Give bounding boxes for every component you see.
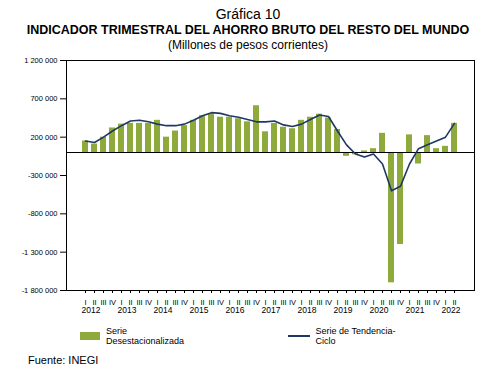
svg-text:I: I bbox=[228, 297, 231, 307]
svg-text:2017: 2017 bbox=[262, 305, 281, 315]
svg-text:III: III bbox=[316, 298, 322, 307]
svg-text:-1 300 000: -1 300 000 bbox=[22, 248, 58, 257]
svg-text:I: I bbox=[264, 297, 267, 307]
svg-text:IV: IV bbox=[181, 298, 188, 307]
svg-text:I: I bbox=[372, 297, 375, 307]
svg-text:II: II bbox=[380, 297, 385, 307]
svg-text:I: I bbox=[84, 297, 87, 307]
svg-text:II: II bbox=[308, 297, 313, 307]
svg-text:II: II bbox=[416, 297, 421, 307]
svg-text:2022: 2022 bbox=[442, 305, 461, 315]
svg-text:2021: 2021 bbox=[406, 305, 425, 315]
svg-text:IV: IV bbox=[325, 298, 332, 307]
svg-text:II: II bbox=[344, 297, 349, 307]
svg-text:IV: IV bbox=[397, 298, 404, 307]
svg-text:IV: IV bbox=[253, 298, 260, 307]
svg-text:2014: 2014 bbox=[154, 305, 173, 315]
svg-text:I: I bbox=[444, 297, 447, 307]
svg-text:III: III bbox=[208, 298, 214, 307]
html-text:INDICADOR TRIMESTRAL DEL AHORR: INDICADOR TRIMESTRAL DEL AHORRO BRUTO DE… bbox=[26, 23, 470, 37]
svg-text:2020: 2020 bbox=[370, 305, 389, 315]
svg-text:-300 000: -300 000 bbox=[28, 171, 58, 180]
svg-text:III: III bbox=[388, 298, 394, 307]
svg-text:200 000: 200 000 bbox=[30, 133, 57, 142]
svg-text:IV: IV bbox=[361, 298, 368, 307]
svg-text:III: III bbox=[424, 298, 430, 307]
svg-text:II: II bbox=[164, 297, 169, 307]
svg-text:II: II bbox=[200, 297, 205, 307]
svg-text:IV: IV bbox=[109, 298, 116, 307]
svg-text:I: I bbox=[156, 297, 159, 307]
svg-text:III: III bbox=[100, 298, 106, 307]
svg-text:I: I bbox=[192, 297, 195, 307]
svg-text:IV: IV bbox=[289, 298, 296, 307]
svg-text:I: I bbox=[120, 297, 123, 307]
html-text:Fuente: INEGI: Fuente: INEGI bbox=[28, 354, 99, 366]
svg-text:III: III bbox=[136, 298, 142, 307]
svg-text:II: II bbox=[452, 297, 457, 307]
svg-text:2016: 2016 bbox=[226, 305, 245, 315]
svg-text:IV: IV bbox=[433, 298, 440, 307]
svg-text:2015: 2015 bbox=[190, 305, 209, 315]
svg-text:III: III bbox=[172, 298, 178, 307]
svg-text:III: III bbox=[244, 298, 250, 307]
svg-text:I: I bbox=[300, 297, 303, 307]
html-text:(Millones de pesos corrientes): (Millones de pesos corrientes) bbox=[168, 38, 328, 52]
svg-text:III: III bbox=[352, 298, 358, 307]
svg-text:2019: 2019 bbox=[334, 305, 353, 315]
html-text:Serie de Tendencia-Ciclo: Serie de Tendencia-Ciclo bbox=[315, 326, 396, 346]
svg-text:I: I bbox=[336, 297, 339, 307]
svg-text:I: I bbox=[408, 297, 411, 307]
svg-text:II: II bbox=[272, 297, 277, 307]
html-text:Gráfica 10: Gráfica 10 bbox=[215, 6, 281, 22]
html-text:Serie Desestacionalizada: Serie Desestacionalizada bbox=[105, 326, 184, 346]
svg-text:-800 000: -800 000 bbox=[28, 209, 58, 218]
svg-text:II: II bbox=[128, 297, 133, 307]
svg-text:-1 800 000: -1 800 000 bbox=[22, 286, 58, 295]
svg-text:1 200 000: 1 200 000 bbox=[24, 56, 57, 65]
svg-text:IV: IV bbox=[145, 298, 152, 307]
svg-text:2013: 2013 bbox=[118, 305, 137, 315]
svg-text:III: III bbox=[280, 298, 286, 307]
svg-text:2012: 2012 bbox=[82, 305, 101, 315]
svg-text:II: II bbox=[92, 297, 97, 307]
svg-text:2018: 2018 bbox=[298, 305, 317, 315]
svg-text:700 000: 700 000 bbox=[30, 94, 57, 103]
svg-text:IV: IV bbox=[217, 298, 224, 307]
svg-text:II: II bbox=[236, 297, 241, 307]
